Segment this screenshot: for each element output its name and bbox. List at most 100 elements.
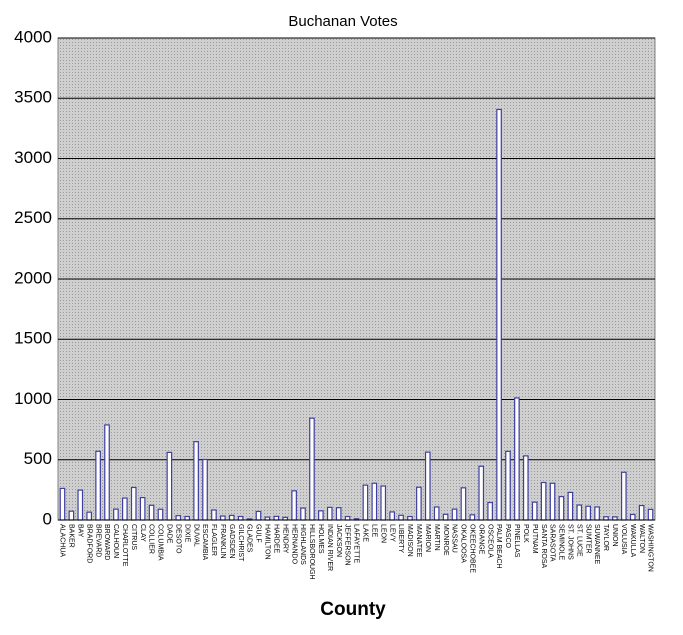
bar xyxy=(380,485,387,521)
x-tick-label: HENDRY xyxy=(281,524,288,554)
bar xyxy=(139,496,146,521)
bar xyxy=(442,513,449,521)
x-tick-label: LAKE xyxy=(362,524,369,542)
bar xyxy=(95,450,101,521)
x-tick-label: CALHOUN xyxy=(112,524,119,558)
x-tick-label: MARTIN xyxy=(433,524,440,551)
x-tick-label: COLLIER xyxy=(148,524,155,554)
x-tick-label: WASHINGTON xyxy=(647,524,654,572)
bar xyxy=(193,441,199,521)
x-tick-label: BRADFORD xyxy=(85,524,92,563)
bar xyxy=(130,486,137,521)
x-tick-label: SUMTER xyxy=(584,524,591,554)
bar xyxy=(416,486,422,521)
bar xyxy=(59,487,66,521)
bar xyxy=(433,506,440,521)
x-tick-label: ST. JOHNS xyxy=(567,524,574,560)
bar xyxy=(558,496,565,521)
x-tick-label: PINELLAS xyxy=(513,524,520,558)
x-tick-label: POLK xyxy=(522,524,529,543)
chart-title: Buchanan Votes xyxy=(288,13,397,30)
bar xyxy=(220,515,226,521)
bar xyxy=(407,515,413,521)
x-tick-label: WAKULLA xyxy=(629,524,636,558)
x-tick-label: MADISON xyxy=(406,524,413,557)
y-tick-label: 3000 xyxy=(14,148,52,167)
bar xyxy=(157,508,164,521)
bar xyxy=(122,497,128,521)
bar xyxy=(451,508,458,521)
x-tick-label: LEE xyxy=(370,524,377,538)
bar xyxy=(478,465,485,521)
x-tick-label: HILLSBOROUGH xyxy=(308,524,315,580)
x-tick-label: GLADES xyxy=(246,524,253,553)
bar xyxy=(398,514,404,521)
bar xyxy=(344,515,351,521)
x-tick-label: ORANGE xyxy=(477,524,484,555)
bar xyxy=(326,506,333,521)
x-tick-label: COLUMBIA xyxy=(157,524,164,561)
bar xyxy=(629,513,636,521)
y-tick-label: 4000 xyxy=(14,27,52,46)
x-tick-label: PALM BEACH xyxy=(495,524,502,569)
x-tick-label: BREVARD xyxy=(94,524,101,557)
x-tick-label: LEON xyxy=(379,524,386,543)
x-tick-label: LAFAYETTE xyxy=(353,524,360,563)
bar xyxy=(567,491,574,521)
x-tick-label: OKALOOSA xyxy=(460,524,467,563)
x-tick-label: ST. LUCIE xyxy=(575,524,582,557)
x-tick-label: SUWANNEE xyxy=(593,524,600,565)
bar xyxy=(148,504,155,521)
x-tick-label: HAMILTON xyxy=(264,524,271,560)
x-tick-label: VOLUSIA xyxy=(620,524,627,555)
bar xyxy=(318,510,324,521)
x-tick-label: INDIAN RIVER xyxy=(326,524,333,571)
bar xyxy=(113,508,119,521)
bar xyxy=(86,511,93,521)
x-tick-label: HARDEE xyxy=(272,524,279,554)
x-axis-title: County xyxy=(320,599,386,620)
bar xyxy=(166,451,173,521)
bar xyxy=(585,505,591,521)
bar xyxy=(620,471,627,521)
x-tick-label: LEVY xyxy=(388,524,395,542)
bar xyxy=(228,514,235,521)
bar xyxy=(184,515,191,521)
x-tick-label: DADE xyxy=(166,524,173,544)
x-tick-label: DUVAL xyxy=(192,524,199,547)
bar xyxy=(291,490,297,521)
bar xyxy=(496,108,502,521)
x-tick-label: SARASOTA xyxy=(549,524,556,562)
bar xyxy=(300,507,306,521)
bar xyxy=(487,501,493,521)
x-tick-label: ALACHUA xyxy=(59,524,66,557)
x-tick-label: DESOTO xyxy=(174,524,181,554)
x-tick-label: GULF xyxy=(255,524,262,543)
x-tick-label: SANTA ROSA xyxy=(540,524,547,569)
x-tick-label: FLAGLER xyxy=(210,524,217,556)
x-tick-label: PUTNAM xyxy=(531,524,538,554)
bar xyxy=(638,504,645,521)
bar xyxy=(371,482,378,521)
bar xyxy=(77,489,84,521)
bar xyxy=(175,515,182,521)
bar xyxy=(460,487,467,521)
y-tick-label: 2500 xyxy=(14,208,52,227)
x-tick-label: GILCHRIST xyxy=(237,524,244,562)
x-tick-label: LIBERTY xyxy=(397,524,404,553)
bar xyxy=(255,510,262,521)
x-tick-label: TAYLOR xyxy=(602,524,609,551)
bar xyxy=(104,424,110,521)
bar xyxy=(540,481,547,521)
bar xyxy=(335,507,342,521)
bar xyxy=(576,504,583,521)
x-tick-label: BAKER xyxy=(68,524,75,548)
x-tick-label: NASSAU xyxy=(451,524,458,553)
y-tick-label: 1000 xyxy=(14,389,52,408)
bar xyxy=(362,484,369,521)
x-tick-label: MARION xyxy=(424,524,431,552)
x-tick-label: CHARLOTTE xyxy=(121,524,128,567)
x-tick-label: GADSDEN xyxy=(228,524,235,559)
bar xyxy=(211,509,217,521)
